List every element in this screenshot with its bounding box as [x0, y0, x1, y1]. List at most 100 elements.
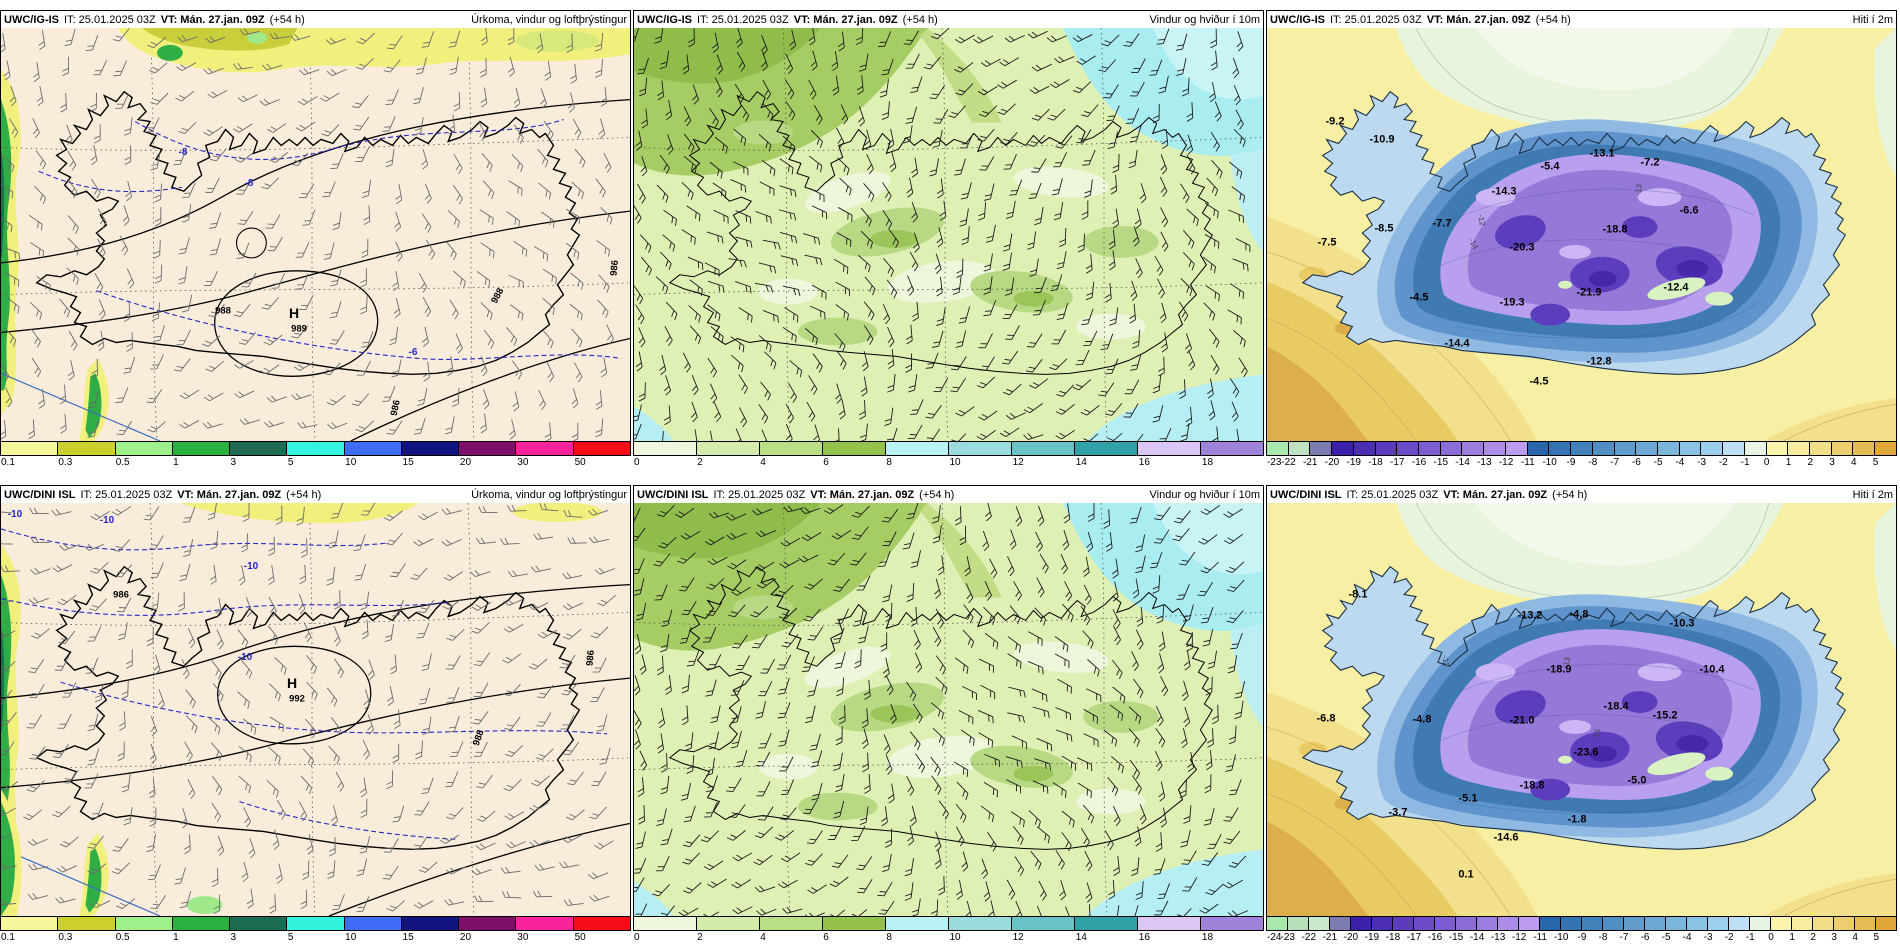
wind-barb [692, 84, 699, 105]
wind-barb [905, 324, 913, 345]
wind-barb [1027, 134, 1046, 147]
colorbar-tick-label: 10 [949, 932, 961, 943]
colorbar-tick-label: 1 [173, 932, 179, 943]
colorbar-cell [1813, 917, 1834, 930]
wind-barb [1063, 503, 1071, 524]
wind-barb [1004, 34, 1025, 43]
wind-barb [978, 732, 993, 748]
colorbar-tick-label: -20 [1343, 932, 1359, 943]
wind-barb [938, 875, 945, 896]
wind-barb [983, 299, 997, 317]
wind-barb [330, 153, 344, 170]
wind-barb [1207, 378, 1214, 399]
temperature-map: -9.2 -10.9 -13.1 -5.4 -7.2 -14.3 -8.5 -7.7 -7.5-… [1267, 28, 1896, 441]
wind-barb [543, 120, 554, 141]
wind-barb [959, 525, 967, 546]
colorbar-cell [1666, 917, 1687, 930]
wind-barb [1160, 676, 1169, 697]
colorbar-tick-label: -19 [1364, 932, 1380, 943]
wind-barb [840, 104, 849, 125]
wind-barb [681, 229, 696, 245]
wind-barb [1160, 231, 1169, 252]
wind-barb [66, 267, 79, 285]
wind-barb [331, 805, 338, 826]
wind-barb [1112, 625, 1121, 646]
wind-barb [976, 376, 996, 389]
wind-barb [1197, 581, 1214, 597]
wind-barb [1131, 775, 1142, 795]
wind-barb [634, 675, 641, 696]
wind-barb [480, 302, 493, 321]
wind-barb [1032, 299, 1046, 316]
wind-barb [118, 711, 126, 731]
wind-barb [756, 908, 777, 916]
wind-barb [502, 653, 522, 664]
wind-barb [1, 898, 17, 906]
colorbar-cell [1372, 917, 1393, 930]
wind-barb [704, 802, 718, 818]
wind-barb [955, 406, 975, 417]
wind-barb [176, 329, 191, 345]
wind-barb [267, 565, 275, 586]
wind-barb [1009, 179, 1023, 196]
colorbar-cell [697, 442, 760, 455]
colorbar-cell [1267, 442, 1289, 455]
wind-barb [511, 360, 522, 380]
wind-barb [445, 866, 466, 875]
wind-barb [1005, 412, 1026, 420]
wind-barb [392, 743, 400, 763]
wind-barb [1100, 333, 1114, 350]
wind-barb [681, 705, 689, 726]
wind-barb [983, 782, 999, 798]
wind-barb [261, 296, 280, 310]
wind-barb [861, 728, 869, 749]
wind-barb [977, 85, 998, 96]
wind-barb [503, 683, 521, 697]
wind-barb [1157, 427, 1172, 441]
wind-barb [677, 552, 696, 564]
wind-barb [1002, 304, 1018, 320]
colorbar-cell [760, 442, 823, 455]
wind-barb [417, 388, 428, 406]
wind-barb [1033, 277, 1047, 294]
wind-barb [881, 101, 890, 121]
wind-barb [634, 203, 642, 224]
wind-barb [1229, 377, 1240, 398]
wind-barb [122, 205, 130, 226]
wind-barb [782, 135, 796, 154]
wind-barb [1083, 179, 1093, 198]
wind-barb [1049, 79, 1070, 89]
wind-barb [679, 627, 692, 644]
wind-barb [175, 90, 195, 102]
wind-barb [665, 301, 678, 321]
colorbar-cell [697, 917, 760, 930]
wind-barb [931, 28, 950, 40]
wind-barb [334, 658, 344, 679]
panel-frame: UWC/IG-IS IT: 25.01.2025 03Z VT: Mán. 27.j… [1266, 10, 1897, 442]
wind-barb [453, 154, 463, 174]
wind-barb [656, 504, 675, 518]
wind-barb [758, 133, 772, 152]
wind-barb [637, 777, 645, 797]
wind-barb [985, 224, 996, 243]
wind-barb [203, 271, 218, 287]
wind-barb [657, 733, 665, 754]
wind-barb [1059, 228, 1067, 248]
wind-barb [983, 183, 995, 201]
wind-barb [1186, 134, 1194, 155]
wind-barb [1083, 904, 1091, 916]
wind-barb [1076, 757, 1093, 772]
wind-barb [1207, 650, 1217, 669]
model-name: UWC/IG-IS [4, 13, 59, 26]
wind-barb [1015, 901, 1023, 916]
wind-barb [789, 360, 803, 378]
wind-barb [269, 716, 284, 732]
wind-barb [1031, 108, 1050, 121]
wind-barb [882, 210, 893, 230]
colorbar-cell [1744, 442, 1767, 455]
wind-barb [1062, 603, 1074, 623]
wind-barb [980, 805, 995, 823]
colorbar-tick-label: -16 [1427, 932, 1443, 943]
wind-barb [148, 778, 156, 799]
wind-barb [909, 731, 921, 751]
